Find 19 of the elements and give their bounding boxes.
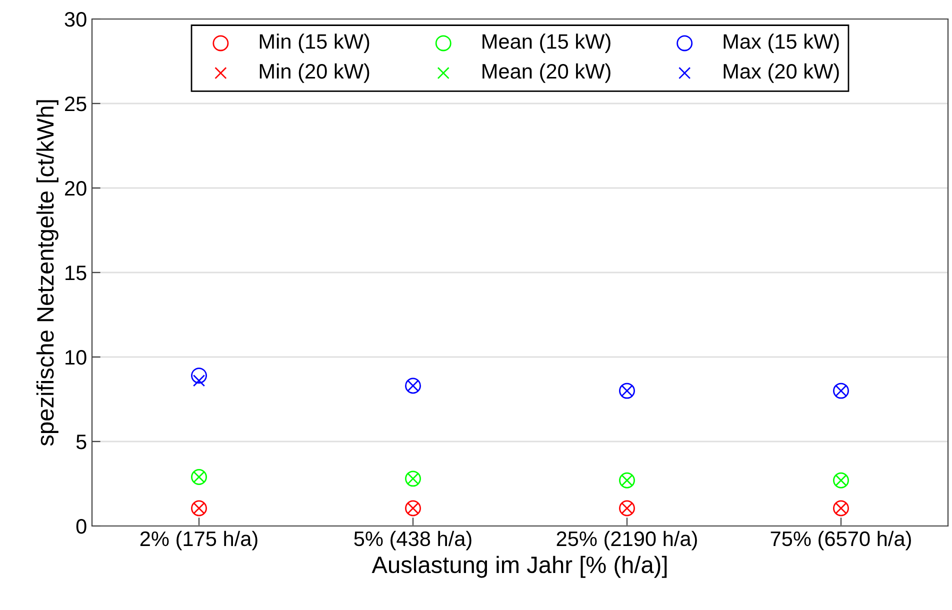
y-tick-label: 15 — [66, 266, 86, 280]
legend-label: Max (20 kW) — [724, 63, 839, 83]
x-tick-label: 2% (175 h/a) — [140, 530, 258, 550]
legend-label: Max (15 kW) — [724, 34, 839, 53]
x-tick-label: 75% (6570 h/a) — [770, 530, 911, 550]
y-tick-label: 5 — [76, 434, 86, 450]
x-axis-title: Auslastung im Jahr [% (h/a)] — [372, 556, 667, 578]
y-tick-label: 30 — [64, 12, 86, 27]
y-tick-label: 0 — [76, 519, 86, 534]
y-tick-label: 25 — [65, 96, 86, 112]
y-tick-label: 10 — [66, 350, 86, 365]
legend-label: Min (15 kW) — [260, 34, 370, 53]
x-tick-label: 5% (438 h/a) — [354, 530, 472, 550]
legend-label: Min (20 kW) — [260, 63, 370, 83]
legend-label: Mean (20 kW) — [482, 63, 610, 83]
legend-label: Mean (15 kW) — [482, 34, 610, 53]
y-tick-label: 20 — [65, 181, 86, 196]
x-tick-label: 25% (2190 h/a) — [556, 530, 697, 550]
y-axis-title: spezifische Netzentgelte [ct/kWh] — [36, 100, 58, 446]
